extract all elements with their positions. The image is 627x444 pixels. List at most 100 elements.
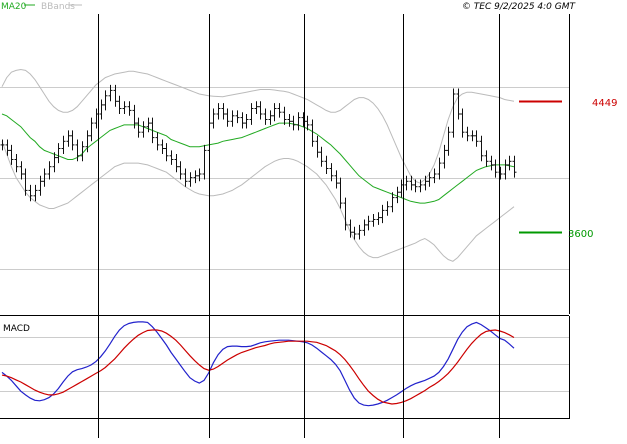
ohlc-bar [503,159,508,180]
ohlc-bar [89,117,94,142]
ohlc-bar [479,135,484,162]
ohlc-bar [94,108,99,129]
ohlc-bar [141,121,146,138]
support-label: 3600 [568,229,593,240]
ohlc-bar [456,88,461,120]
ohlc-bar [442,144,447,169]
ohlc-bars [0,84,517,240]
ohlc-bar [357,224,362,240]
ohlc-bar [305,115,310,131]
timestamp: © TEC 9/2/2025 4:0 GMT [462,2,577,12]
lower-band-line [1,141,515,262]
ohlc-bar [493,159,498,178]
upper-band-line [1,68,515,184]
ohlc-bar [315,135,320,158]
ohlc-bar [395,186,400,204]
ohlc-bar [75,139,80,162]
ohlc-bar [287,114,292,127]
ohlc-bar [211,108,216,129]
ohlc-bar [164,143,169,162]
ohlc-bar [291,115,296,131]
resistance-label: 4449 [592,98,617,109]
ohlc-bar [188,172,193,187]
ohlc-bar [418,179,423,193]
ohlc-bar [423,175,428,191]
ohlc-bar [474,130,479,147]
macd-grid [0,337,569,392]
ohlc-bar [338,177,343,209]
ohlc-bar [507,155,512,171]
macd-panel-label: MACD [3,324,30,334]
ohlc-bar [197,168,202,182]
ohlc-bar [108,84,113,102]
ohlc-bar [319,146,324,167]
ohlc-bar [42,168,47,187]
ohlc-bar [85,130,90,153]
macd-line [1,321,515,407]
ohlc-bar [268,110,273,125]
ohlc-bar [113,84,118,107]
ohlc-bar [254,101,259,114]
ohlc-bar [225,108,230,127]
ohlc-bar [202,144,207,180]
ohlc-bar [66,130,71,147]
ohlc-bar [136,117,141,138]
macd-lines [1,321,515,407]
ohlc-bar [484,150,489,167]
ohlc-bar [146,117,151,133]
ohlc-bar [23,168,28,196]
ohlc-bar [329,163,334,182]
ohlc-bar [160,139,165,154]
ohlc-bar [427,172,432,187]
ohlc-bar [362,219,367,236]
ohlc-bar [70,130,75,151]
ohlc-bar [9,144,14,165]
ohlc-bar [366,215,371,231]
ohlc-bar [155,132,160,151]
ohlc-bar [14,154,19,173]
ohlc-bar [258,101,263,120]
ohlc-bar [334,170,339,189]
ohlc-bar [235,110,240,124]
ohlc-bar [99,99,104,120]
ohlc-bar [385,201,390,216]
ohlc-bar [183,168,188,187]
ohlc-bar [512,155,517,178]
ohlc-bar [465,126,470,142]
ohlc-bar [470,130,475,142]
ohlc-bar [103,90,108,111]
ohlc-bar [390,192,395,213]
ohlc-bar [169,150,174,165]
ohlc-bar [376,212,381,225]
ohlc-bar [132,104,137,129]
ohlc-bar [343,197,348,231]
ohlc-bar [52,152,57,173]
ohlc-bar [310,119,315,147]
ohlc-bar [249,103,254,125]
ohlc-bar [460,108,465,138]
ohlc-bar [33,184,38,202]
x-axis [98,14,500,438]
bbands-legend-label: BBands [41,2,75,12]
ohlc-bar [244,114,249,129]
ohlc-bar [56,143,61,164]
ohlc-bar [47,161,52,180]
ohlc-bar [61,135,66,154]
ohlc-bar [277,103,282,118]
ma20-line [1,113,515,204]
ohlc-bar [19,161,24,180]
ohlc-bar [446,126,451,156]
ohlc-bar [117,95,122,114]
bollinger-bands [1,68,515,262]
ohlc-bar [38,175,43,196]
ohlc-bar [5,139,10,156]
ohlc-bar [240,112,245,129]
ohlc-bar [352,226,357,240]
ohlc-bar [216,103,221,120]
ohlc-bar [451,88,456,138]
ohlc-bar [0,139,5,151]
ohlc-bar [272,103,277,122]
ohlc-bar [324,155,329,174]
